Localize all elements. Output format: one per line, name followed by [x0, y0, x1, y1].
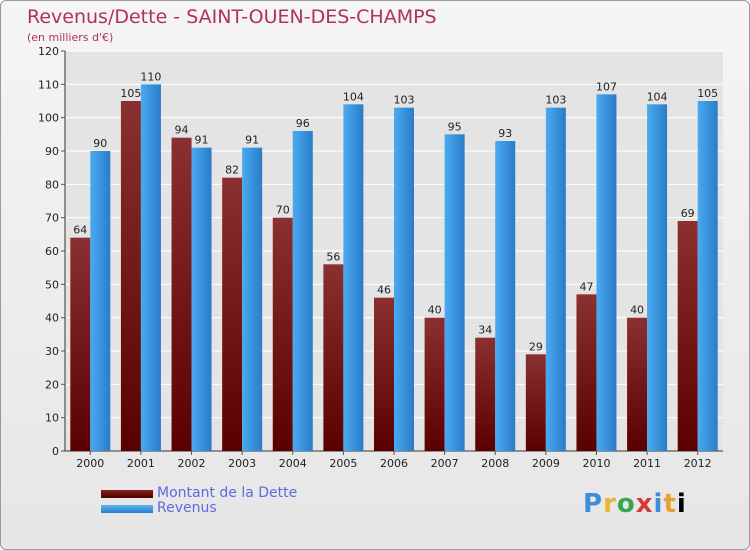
y-tick-label: 120	[38, 45, 59, 58]
dette-value-label: 29	[529, 340, 543, 353]
dette-bar	[576, 294, 597, 451]
dette-value-label: 64	[73, 224, 87, 237]
chart-subtitle: (en milliers d'€)	[27, 31, 114, 44]
revenus-bar	[596, 94, 617, 451]
x-tick-label: 2003	[228, 457, 256, 470]
y-tick-label: 70	[45, 212, 59, 225]
y-tick-label: 90	[45, 145, 59, 158]
revenus-bar	[140, 84, 161, 451]
dette-value-label: 105	[120, 87, 141, 100]
x-tick-label: 2004	[279, 457, 307, 470]
dette-bar	[323, 264, 344, 451]
x-tick-label: 2006	[380, 457, 408, 470]
revenus-value-label: 110	[140, 70, 161, 83]
dette-bar	[424, 317, 445, 451]
y-tick-label: 60	[45, 245, 59, 258]
revenus-bar	[191, 147, 212, 451]
revenus-value-label: 91	[195, 134, 209, 147]
dette-value-label: 34	[478, 324, 492, 337]
revenus-bar	[343, 104, 364, 451]
dette-bar	[70, 237, 91, 451]
revenus-bar	[394, 107, 414, 452]
revenus-value-label: 107	[596, 80, 617, 93]
chart-title: Revenus/Dette - SAINT-OUEN-DES-CHAMPS	[27, 6, 437, 28]
dette-bar	[475, 337, 496, 451]
x-tick-label: 2010	[582, 457, 610, 470]
y-tick-label: 10	[45, 412, 59, 425]
x-tick-label: 2005	[329, 457, 357, 470]
revenus-bar	[444, 134, 465, 452]
x-tick-label: 2012	[684, 457, 712, 470]
revenus-value-label: 93	[498, 127, 512, 140]
revenus-value-label: 103	[545, 94, 566, 107]
revenus-bar	[647, 104, 668, 451]
x-tick-label: 2007	[431, 457, 459, 470]
legend-label-dette: Montant de la Dette	[157, 485, 298, 501]
revenus-value-label: 95	[448, 120, 462, 133]
dette-bar	[627, 317, 648, 451]
dette-bar	[525, 354, 546, 451]
revenus-value-label: 103	[394, 94, 415, 107]
revenus-bar	[90, 151, 111, 451]
y-tick-label: 110	[38, 78, 59, 91]
revenus-bar	[242, 147, 263, 451]
y-tick-label: 30	[45, 345, 59, 358]
dette-bar	[120, 101, 141, 451]
dette-value-label: 82	[225, 164, 239, 177]
x-tick-label: 2002	[178, 457, 206, 470]
revenus-bar	[545, 107, 566, 452]
dette-bar	[677, 221, 698, 451]
legend-swatch-dette	[101, 490, 153, 498]
x-tick-label: 2001	[127, 457, 155, 470]
dette-value-label: 69	[681, 207, 695, 220]
x-tick-label: 2009	[532, 457, 560, 470]
dette-value-label: 40	[630, 304, 644, 317]
y-tick-label: 0	[52, 445, 59, 458]
legend-swatch-revenus	[101, 505, 153, 513]
x-tick-label: 2000	[76, 457, 104, 470]
y-tick-label: 100	[38, 112, 59, 125]
legend-label-revenus: Revenus	[157, 500, 217, 516]
proxiti-logo: Proxiti	[583, 489, 687, 519]
revenus-bar	[697, 101, 718, 451]
dette-bar	[374, 297, 394, 451]
dette-bar	[222, 177, 243, 451]
revenus-value-label: 91	[245, 134, 259, 147]
revenus-value-label: 105	[697, 87, 718, 100]
y-tick-label: 40	[45, 312, 59, 325]
revenus-bar	[292, 131, 313, 451]
dette-value-label: 47	[579, 280, 593, 293]
revenus-value-label: 104	[343, 90, 364, 103]
x-tick-label: 2011	[633, 457, 661, 470]
dette-value-label: 56	[326, 250, 340, 263]
dette-bar	[171, 137, 192, 451]
y-tick-label: 50	[45, 278, 59, 291]
revenus-value-label: 90	[93, 137, 107, 150]
dette-value-label: 46	[377, 284, 391, 297]
y-tick-label: 80	[45, 178, 59, 191]
revenus-bar	[495, 141, 516, 451]
dette-bar	[272, 217, 293, 451]
revenus-value-label: 104	[647, 90, 668, 103]
dette-value-label: 40	[428, 304, 442, 317]
y-tick-label: 20	[45, 378, 59, 391]
x-tick-label: 2008	[481, 457, 509, 470]
dette-value-label: 70	[276, 204, 290, 217]
dette-value-label: 94	[175, 124, 189, 137]
revenus-value-label: 96	[296, 117, 310, 130]
